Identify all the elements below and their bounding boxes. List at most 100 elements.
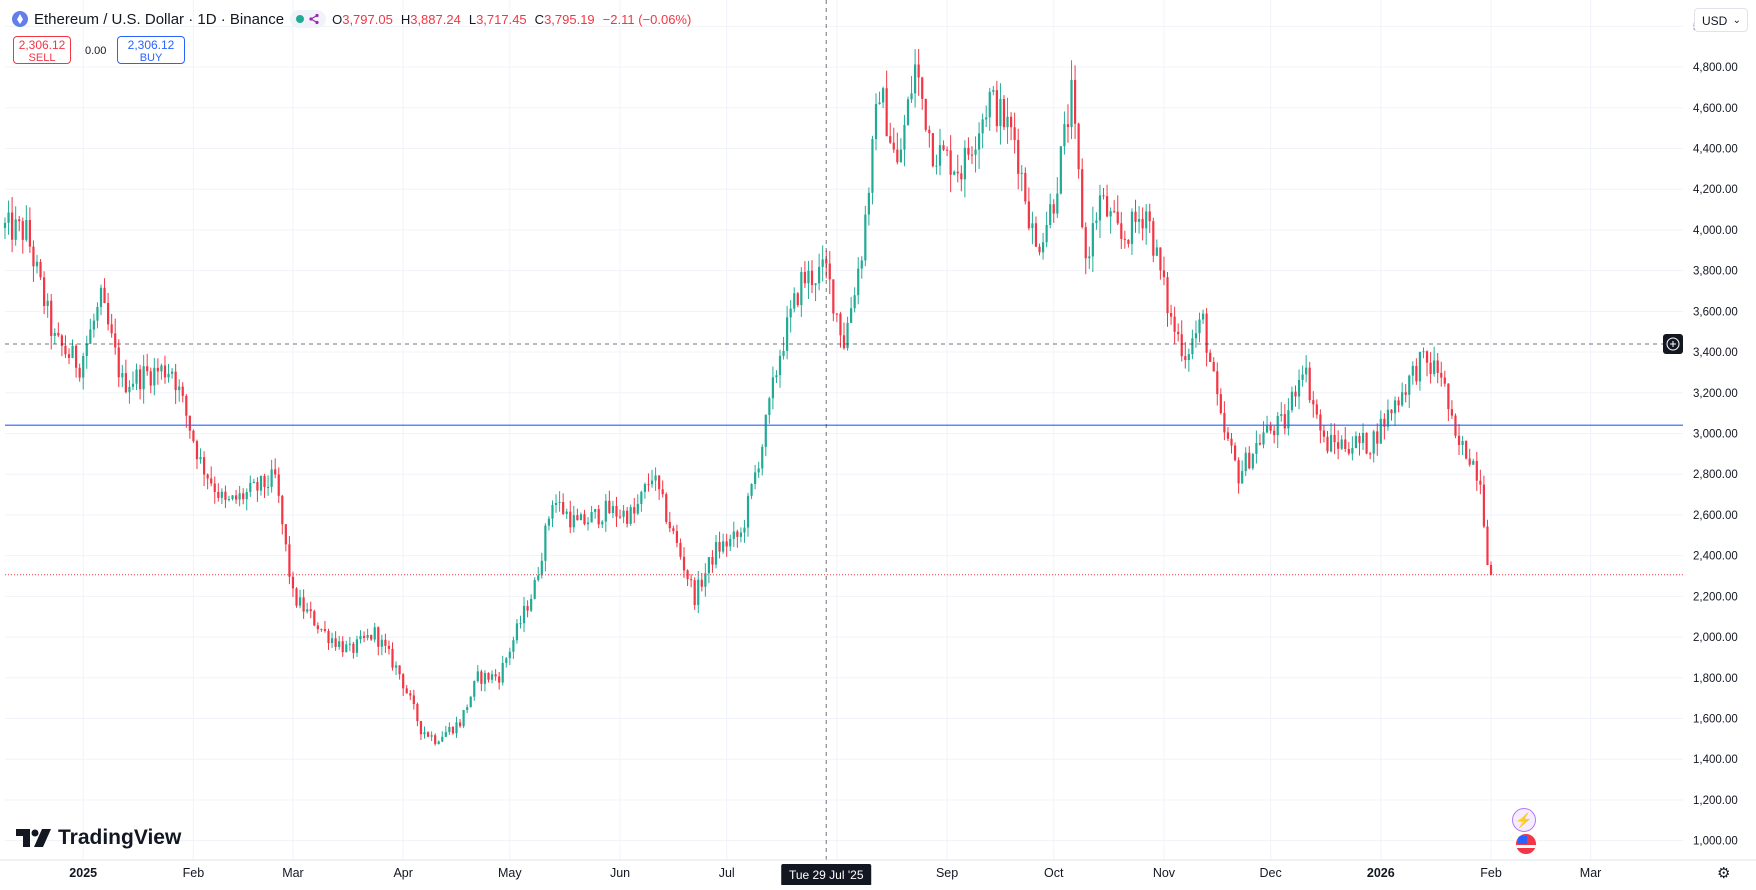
gear-icon[interactable]: ⚙	[1717, 865, 1731, 882]
candle-body	[234, 495, 238, 500]
candle-body	[633, 507, 636, 514]
candle-body	[1479, 480, 1482, 485]
candle-body	[46, 300, 49, 307]
candle-body	[1326, 436, 1329, 452]
candle-body	[1113, 211, 1116, 213]
candle-body	[515, 623, 519, 641]
candle-body	[3, 222, 7, 228]
candle-body	[1269, 424, 1272, 431]
buy-button[interactable]: 2,306.12 BUY	[117, 36, 185, 64]
candle-body	[690, 579, 693, 581]
sell-price: 2,306.12	[18, 38, 66, 52]
candle-body	[672, 528, 675, 532]
candle-body	[494, 674, 497, 677]
candle-body	[178, 386, 181, 391]
candle-body	[547, 518, 551, 526]
y-tick-label: 4,600.00	[1693, 103, 1738, 115]
candle-body	[1226, 432, 1230, 439]
candle-body	[1383, 418, 1386, 427]
candle-body	[874, 103, 878, 139]
candle-body	[597, 509, 600, 525]
candle-body	[117, 347, 120, 378]
candle-body	[1312, 400, 1315, 405]
us-flag-icon[interactable]	[1514, 832, 1538, 856]
candle-body	[828, 263, 831, 280]
candle-body	[142, 366, 145, 390]
candle-body	[71, 345, 74, 358]
sell-button[interactable]: 2,306.12 SELL	[13, 36, 71, 64]
candle-body	[21, 221, 24, 240]
market-status-pill[interactable]	[290, 10, 327, 28]
candle-body	[675, 531, 679, 543]
candle-body	[729, 538, 732, 547]
candle-body	[1411, 365, 1414, 376]
candle-body	[430, 735, 433, 737]
candle-body	[576, 515, 579, 521]
candle-body	[917, 64, 920, 78]
crosshair-date-box	[781, 864, 872, 886]
candle-body	[50, 300, 53, 336]
candle-body	[1404, 392, 1407, 395]
candle-body	[1280, 414, 1283, 416]
candle-body	[746, 495, 750, 528]
candle-body	[505, 658, 508, 663]
candle-body	[377, 627, 380, 647]
x-tick-label: 2025	[69, 866, 97, 880]
candle-body	[903, 124, 906, 150]
candle-body	[380, 639, 383, 647]
candle-body	[1294, 391, 1297, 397]
candle-body	[1297, 379, 1301, 397]
candle-body	[1070, 79, 1073, 128]
candle-body	[803, 271, 806, 284]
price-axis[interactable]	[1683, 0, 1756, 885]
currency-label: USD	[1702, 14, 1728, 28]
candle-body	[156, 367, 159, 372]
candle-body	[11, 212, 14, 240]
candle-body	[867, 192, 870, 215]
candle-body	[1091, 223, 1094, 257]
currency-selector[interactable]: USD ⌄	[1694, 8, 1748, 32]
candle-body	[114, 333, 117, 348]
candle-body	[1137, 218, 1141, 222]
candle-body	[778, 355, 782, 376]
candle-body	[373, 627, 376, 640]
candle-body	[252, 482, 255, 484]
lightning-icon[interactable]: ⚡	[1512, 808, 1536, 832]
candle-body	[128, 386, 131, 393]
candle-body	[658, 475, 661, 490]
candle-body	[846, 322, 849, 349]
candle-body	[1422, 351, 1425, 353]
candle-body	[935, 165, 938, 167]
candle-body	[1305, 367, 1308, 375]
candle-body	[99, 287, 103, 307]
candle-body	[754, 472, 757, 485]
ethereum-icon	[12, 11, 28, 27]
tradingview-logo[interactable]: TradingView	[16, 826, 181, 850]
candle-body	[519, 623, 522, 625]
candle-body	[1024, 172, 1027, 202]
sell-label: SELL	[28, 52, 56, 64]
brand-name: TradingView	[58, 826, 182, 849]
candle-body	[1201, 313, 1205, 320]
symbol-title[interactable]: Ethereum / U.S. Dollar · 1D · Binance	[34, 10, 285, 28]
chevron-down-icon: ⌄	[1732, 15, 1741, 26]
buy-price: 2,306.12	[127, 38, 175, 52]
candle-body	[537, 575, 540, 580]
candle-body	[53, 333, 56, 336]
candle-body	[334, 638, 337, 648]
candle-body	[426, 732, 430, 737]
candle-body	[839, 313, 842, 336]
candle-body	[1056, 193, 1059, 214]
candle-body	[1233, 445, 1237, 461]
candle-body	[757, 468, 760, 473]
candle-body	[1073, 79, 1077, 124]
low-label: L	[468, 11, 477, 27]
candle-body	[1130, 211, 1134, 244]
x-tick-label: Jun	[610, 866, 630, 880]
candle-body	[512, 640, 515, 652]
candle-body	[398, 665, 401, 675]
candle-body	[992, 90, 995, 92]
candle-body	[686, 570, 689, 580]
